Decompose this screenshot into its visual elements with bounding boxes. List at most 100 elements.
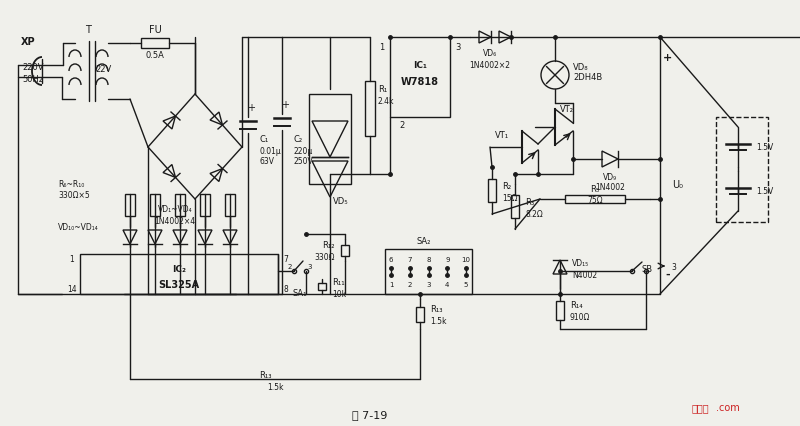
Text: 15Ω: 15Ω: [502, 193, 518, 202]
Text: 10k: 10k: [332, 289, 346, 298]
Text: SA₁: SA₁: [293, 289, 307, 298]
Text: R₁₁: R₁₁: [332, 277, 345, 286]
Text: IC₁: IC₁: [413, 60, 427, 69]
Text: VD₁₅: VD₁₅: [572, 258, 590, 267]
Bar: [150, 195, 160, 216]
Bar: [385, 249, 472, 294]
Text: 3: 3: [426, 281, 430, 287]
Text: VD₅: VD₅: [333, 197, 349, 206]
Text: SB: SB: [642, 264, 653, 273]
Text: 1.5V: 1.5V: [756, 143, 774, 152]
Text: R₅: R₅: [590, 185, 600, 194]
Text: 22V: 22V: [95, 65, 111, 74]
Bar: [565, 196, 626, 204]
Bar: [556, 301, 564, 320]
Text: 50Hz: 50Hz: [22, 75, 43, 84]
Text: C₂: C₂: [294, 135, 303, 144]
Bar: [511, 196, 519, 218]
Text: 1.5k: 1.5k: [430, 317, 446, 326]
Text: VD₉: VD₉: [603, 173, 617, 182]
Text: 1: 1: [389, 281, 394, 287]
Bar: [416, 307, 424, 322]
Bar: [318, 283, 326, 291]
Text: 2: 2: [399, 120, 405, 129]
Text: 图 7-19: 图 7-19: [352, 409, 388, 419]
Text: .com: .com: [716, 402, 740, 412]
Bar: [488, 179, 496, 203]
Text: 9: 9: [445, 256, 450, 262]
Text: R₂: R₂: [502, 181, 511, 190]
Text: 2.4k: 2.4k: [378, 97, 394, 106]
Text: 8.2Ω: 8.2Ω: [525, 210, 542, 219]
Text: R₁₃: R₁₃: [258, 371, 271, 380]
Text: 220μ: 220μ: [294, 147, 314, 156]
Text: 3: 3: [455, 43, 461, 52]
Text: 14: 14: [67, 285, 77, 294]
Text: W7818: W7818: [401, 77, 439, 87]
Text: R₁₄: R₁₄: [570, 301, 582, 310]
Text: N4002: N4002: [572, 270, 597, 279]
Text: VD₆: VD₆: [483, 49, 497, 58]
Text: +: +: [247, 103, 255, 113]
Text: VD₁~VD₄: VD₁~VD₄: [158, 205, 192, 214]
Text: 2DH4B: 2DH4B: [573, 73, 602, 82]
Bar: [141, 39, 169, 49]
Text: 2: 2: [288, 263, 292, 269]
Text: 5: 5: [464, 281, 468, 287]
Text: R₆~R₁₀: R₆~R₁₀: [58, 180, 84, 189]
Text: FU: FU: [149, 25, 162, 35]
Text: 7: 7: [407, 256, 412, 262]
Bar: [125, 195, 135, 216]
Text: VT₂: VT₂: [560, 105, 574, 114]
Text: 2: 2: [407, 281, 412, 287]
Bar: [175, 195, 185, 216]
Text: SL325A: SL325A: [158, 279, 199, 289]
Text: +: +: [663, 53, 673, 63]
Text: R₁₂: R₁₂: [322, 241, 335, 250]
Text: -: -: [666, 269, 670, 279]
Text: 330Ω×5: 330Ω×5: [58, 191, 90, 200]
Text: 6: 6: [389, 256, 394, 262]
Text: 8: 8: [284, 285, 288, 294]
Text: 0.01μ: 0.01μ: [260, 147, 282, 156]
Text: 1.5V: 1.5V: [756, 187, 774, 196]
Text: 0.5A: 0.5A: [146, 52, 165, 60]
Text: 1N4002: 1N4002: [595, 183, 625, 192]
Text: 1.5k: 1.5k: [266, 383, 283, 391]
Text: R₃: R₃: [525, 198, 534, 207]
Text: 330Ω: 330Ω: [314, 253, 335, 262]
Text: VD₁₀~VD₁₄: VD₁₀~VD₁₄: [58, 223, 98, 232]
Text: 8: 8: [426, 256, 430, 262]
Bar: [200, 195, 210, 216]
Bar: [80, 254, 278, 294]
Text: 3: 3: [671, 263, 677, 272]
Text: VD₈: VD₈: [573, 63, 589, 72]
Text: 910Ω: 910Ω: [570, 313, 590, 322]
Text: 10: 10: [462, 256, 470, 262]
Text: 1N4002×4: 1N4002×4: [154, 217, 195, 226]
Text: 7: 7: [283, 255, 289, 264]
Text: IC₂: IC₂: [172, 265, 186, 274]
Text: 75Ω: 75Ω: [587, 196, 603, 205]
Text: 3: 3: [308, 263, 312, 269]
Bar: [365, 82, 375, 137]
Text: SA₂: SA₂: [416, 237, 430, 246]
Bar: [390, 38, 450, 118]
Text: T: T: [85, 25, 91, 35]
Text: XP: XP: [21, 37, 35, 47]
Text: 4: 4: [445, 281, 450, 287]
Text: VT₁: VT₁: [495, 131, 509, 140]
Text: 63V: 63V: [260, 157, 275, 166]
Text: 250V: 250V: [294, 157, 314, 166]
Text: R₁₃: R₁₃: [430, 305, 442, 314]
Text: +: +: [281, 100, 289, 110]
Text: R₁: R₁: [378, 85, 387, 94]
Text: 220V: 220V: [22, 63, 43, 72]
Text: 1N4002×2: 1N4002×2: [470, 60, 510, 69]
Text: 1: 1: [70, 255, 74, 264]
Bar: [341, 245, 349, 256]
Bar: [309, 95, 351, 184]
Text: C₁: C₁: [260, 135, 270, 144]
Text: U₀: U₀: [672, 180, 683, 190]
Bar: [716, 118, 768, 222]
